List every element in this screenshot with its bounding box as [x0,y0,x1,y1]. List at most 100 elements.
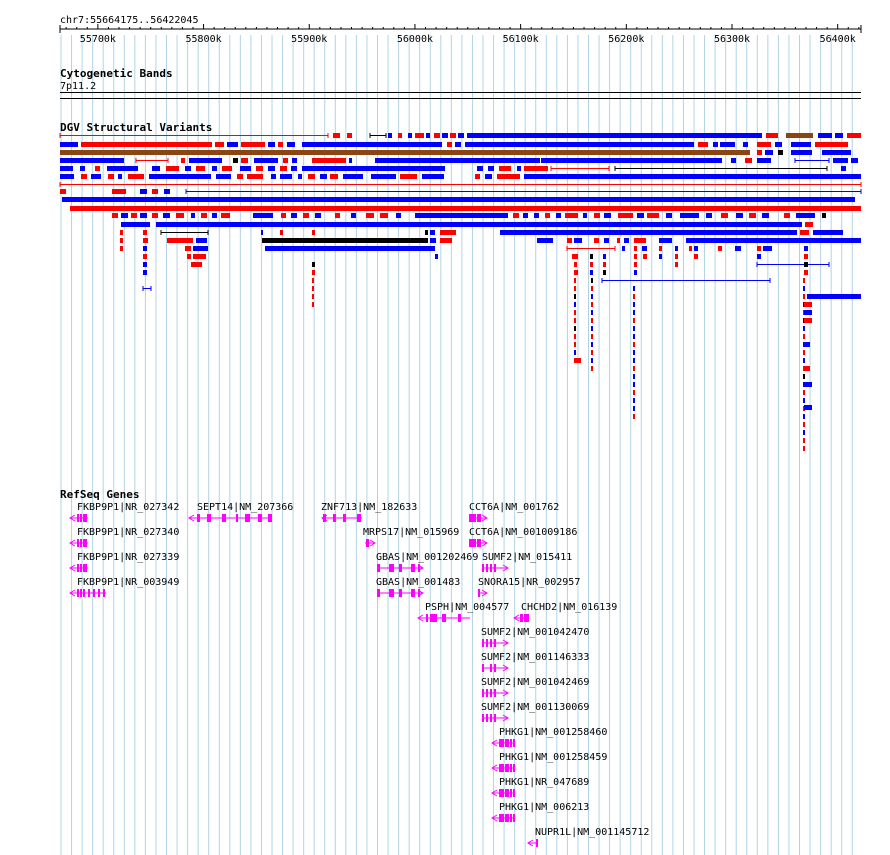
sv-feature [574,270,578,275]
sv-feature [591,318,593,323]
sv-feature [193,254,206,259]
sv-feature [191,262,202,267]
position-ruler[interactable] [59,24,862,33]
gene-label[interactable]: CHCHD2|NM_016139 [521,602,618,613]
sv-feature [804,246,808,251]
gene-label[interactable]: PHKG1|NM_001258459 [499,752,608,763]
gene-label[interactable]: FKBP9P1|NR_003949 [77,577,180,588]
gene-exon [77,589,79,597]
gene-exon [486,564,488,572]
sv-feature [743,142,748,147]
sv-feature [434,133,440,138]
refseq-track[interactable] [69,514,538,847]
sv-feature [706,213,712,218]
sv-feature [574,334,576,339]
sv-feature [633,294,635,299]
gene-label[interactable]: PSPH|NM_004577 [425,602,510,613]
sv-feature [718,246,722,251]
gene-label[interactable]: SNORA15|NR_002957 [478,577,581,588]
sv-feature [140,189,147,194]
gene-label[interactable]: GBAS|NM_001202469 [376,552,479,563]
gene-label[interactable]: NUPR1L|NM_001145712 [535,827,650,838]
sv-feature [215,142,224,147]
gene-exon [389,589,394,597]
sv-feature [343,174,363,179]
gene-exon [469,514,476,522]
sv-feature [152,189,158,194]
gene-exon [377,589,380,597]
sv-feature [804,262,808,267]
gene-label[interactable]: SEPT14|NM_207366 [197,502,294,513]
gene-strand-arrow [369,539,376,547]
sv-feature [152,166,160,171]
sv-feature [803,414,805,419]
gene-label[interactable]: SUMF2|NM_015411 [482,552,573,563]
gene-exon [490,564,492,572]
gene-exon [499,764,504,772]
sv-feature [835,133,843,138]
sv-feature [803,286,805,291]
sv-feature [574,342,576,347]
sv-feature [143,262,147,267]
sv-feature [131,213,137,218]
gene-label[interactable]: PHKG1|NM_006213 [499,802,590,813]
sv-feature [594,213,600,218]
sv-feature [574,302,576,307]
sv-feature [408,133,412,138]
gene-label[interactable]: SUMF2|NM_001146333 [481,652,590,663]
sv-feature [634,246,637,251]
gene-label[interactable]: PHKG1|NR_047689 [499,777,590,788]
gene-label[interactable]: SUMF2|NM_001042469 [481,677,590,688]
sv-feature [822,213,826,218]
sv-feature [349,158,352,163]
sv-feature [805,222,813,227]
ruler-tick-label: 55800k [185,34,222,45]
sv-feature [216,174,231,179]
sv-feature [833,158,848,163]
gene-label[interactable]: CCT6A|NM_001762 [469,502,560,513]
gene-label[interactable]: SUMF2|NM_001130069 [481,702,590,713]
track-title-cytobands[interactable]: Cytogenetic Bands [60,67,173,80]
sv-feature [565,213,578,218]
gene-label[interactable]: FKBP9P1|NR_027342 [77,502,180,513]
gene-label[interactable]: FKBP9P1|NR_027339 [77,552,180,563]
gene-exon [513,814,515,822]
gene-exon [98,589,100,597]
sv-feature [633,406,635,411]
gene-label[interactable]: PHKG1|NM_001258460 [499,727,608,738]
sv-feature [698,142,708,147]
sv-feature [643,254,647,259]
sv-feature [315,213,321,218]
sv-feature [813,230,843,235]
dgv-track[interactable] [59,133,862,451]
cytoband-track[interactable] [60,92,861,99]
gene-label[interactable]: MRPS17|NM_015969 [363,527,460,538]
sv-feature [803,326,805,331]
sv-feature [574,278,576,283]
gene-label[interactable]: FKBP9P1|NR_027340 [77,527,180,538]
ruler-tick-label: 56300k [713,34,751,45]
gene-exon [494,639,496,647]
sv-feature [803,278,805,283]
gene-strand-arrow [69,539,76,547]
gene-label[interactable]: CCT6A|NM_001009186 [469,527,578,538]
sv-feature [330,174,338,179]
sv-feature [574,326,576,331]
sv-feature [440,230,456,235]
sv-feature [254,158,278,163]
gene-exon [458,614,461,622]
track-title-refseq[interactable]: RefSeq Genes [60,488,140,501]
sv-feature [447,142,452,147]
sv-feature [430,230,435,235]
sv-feature [280,174,292,179]
sv-feature [803,422,805,427]
gene-label[interactable]: GBAS|NM_001483 [376,577,461,588]
sv-feature [237,174,243,179]
track-title-dgv[interactable]: DGV Structural Variants [60,121,213,134]
gene-label[interactable]: SUMF2|NM_001042470 [481,627,590,638]
sv-feature [633,302,635,307]
gene-label[interactable]: ZNF713|NM_182633 [321,502,418,513]
cytoband-label: 7p11.2 [60,81,97,92]
sv-feature [591,286,593,291]
